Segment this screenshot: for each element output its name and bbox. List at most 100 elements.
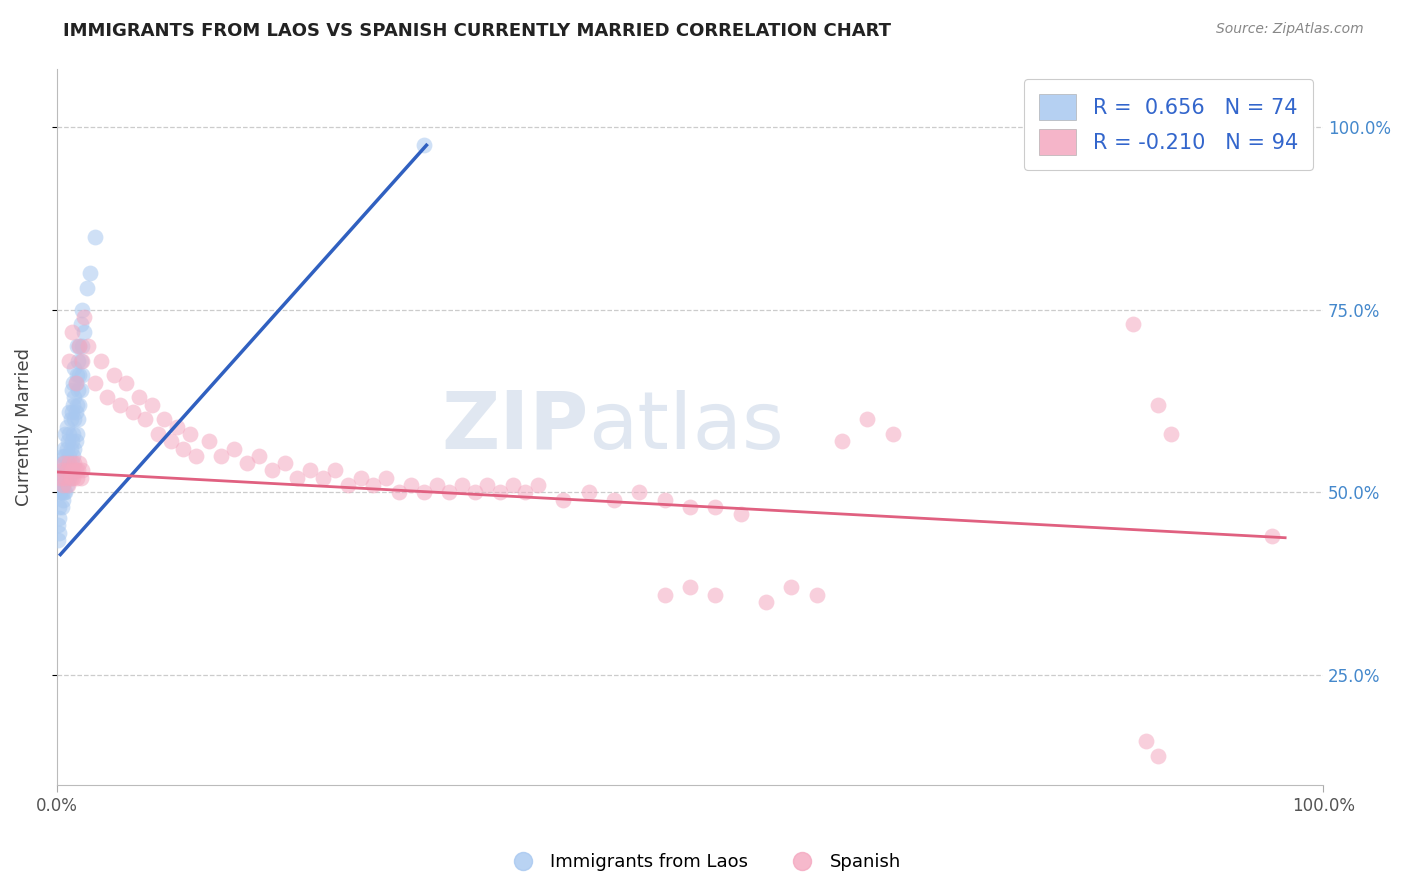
Point — [62, 449, 84, 463]
Point — [115, 376, 138, 390]
Point — [65, 405, 87, 419]
Point — [69, 354, 91, 368]
Point — [172, 442, 194, 456]
Point — [222, 442, 245, 456]
Point — [502, 478, 524, 492]
Point — [55, 478, 77, 492]
Point — [121, 405, 143, 419]
Point — [70, 463, 93, 477]
Point — [247, 449, 270, 463]
Point — [96, 391, 118, 405]
Point — [58, 456, 80, 470]
Point — [58, 449, 80, 463]
Point — [60, 325, 83, 339]
Point — [53, 456, 76, 470]
Point — [628, 485, 651, 500]
Point — [53, 463, 76, 477]
Point — [399, 478, 422, 492]
Point — [48, 511, 70, 525]
Point — [55, 426, 77, 441]
Point — [66, 398, 89, 412]
Point — [52, 449, 75, 463]
Point — [184, 449, 207, 463]
Point — [856, 412, 879, 426]
Point — [59, 471, 82, 485]
Point — [128, 391, 150, 405]
Point — [79, 266, 101, 280]
Point — [48, 525, 70, 540]
Point — [55, 442, 77, 456]
Point — [679, 581, 702, 595]
Point — [65, 434, 87, 449]
Point — [52, 471, 75, 485]
Point — [108, 398, 131, 412]
Point — [654, 492, 676, 507]
Point — [58, 471, 80, 485]
Point — [67, 339, 90, 353]
Point — [56, 434, 79, 449]
Point — [831, 434, 853, 449]
Point — [70, 354, 93, 368]
Point — [58, 426, 80, 441]
Point — [336, 478, 359, 492]
Point — [51, 478, 73, 492]
Text: Source: ZipAtlas.com: Source: ZipAtlas.com — [1216, 22, 1364, 37]
Point — [260, 463, 283, 477]
Point — [780, 581, 803, 595]
Point — [59, 463, 82, 477]
Point — [477, 478, 499, 492]
Point — [323, 463, 346, 477]
Point — [146, 426, 169, 441]
Legend: Immigrants from Laos, Spanish: Immigrants from Laos, Spanish — [498, 847, 908, 879]
Point — [679, 500, 702, 514]
Point — [1261, 529, 1284, 543]
Point — [704, 588, 727, 602]
Point — [527, 478, 550, 492]
Point — [51, 456, 73, 470]
Point — [235, 456, 257, 470]
Point — [311, 471, 333, 485]
Point — [349, 471, 371, 485]
Point — [49, 471, 72, 485]
Point — [76, 281, 98, 295]
Point — [412, 138, 434, 153]
Point — [273, 456, 295, 470]
Point — [298, 463, 321, 477]
Point — [806, 588, 828, 602]
Point — [439, 485, 461, 500]
Point — [60, 383, 83, 397]
Point — [60, 405, 83, 419]
Point — [361, 478, 384, 492]
Point — [67, 368, 90, 383]
Point — [62, 398, 84, 412]
Point — [60, 463, 83, 477]
Point — [654, 588, 676, 602]
Point — [62, 426, 84, 441]
Point — [63, 442, 86, 456]
Point — [197, 434, 219, 449]
Point — [209, 449, 232, 463]
Point — [49, 485, 72, 500]
Point — [73, 325, 96, 339]
Point — [464, 485, 486, 500]
Point — [55, 419, 77, 434]
Point — [51, 463, 73, 477]
Point — [65, 376, 87, 390]
Point — [704, 500, 727, 514]
Point — [59, 412, 82, 426]
Point — [55, 463, 77, 477]
Point — [69, 318, 91, 332]
Text: ZIP: ZIP — [441, 388, 589, 466]
Point — [60, 434, 83, 449]
Point — [48, 500, 70, 514]
Point — [58, 354, 80, 368]
Legend: R =  0.656   N = 74, R = -0.210   N = 94: R = 0.656 N = 74, R = -0.210 N = 94 — [1024, 78, 1313, 170]
Point — [387, 485, 409, 500]
Point — [53, 485, 76, 500]
Point — [49, 459, 72, 474]
Point — [55, 471, 77, 485]
Point — [67, 354, 90, 368]
Point — [46, 533, 69, 547]
Point — [1147, 398, 1170, 412]
Point — [63, 412, 86, 426]
